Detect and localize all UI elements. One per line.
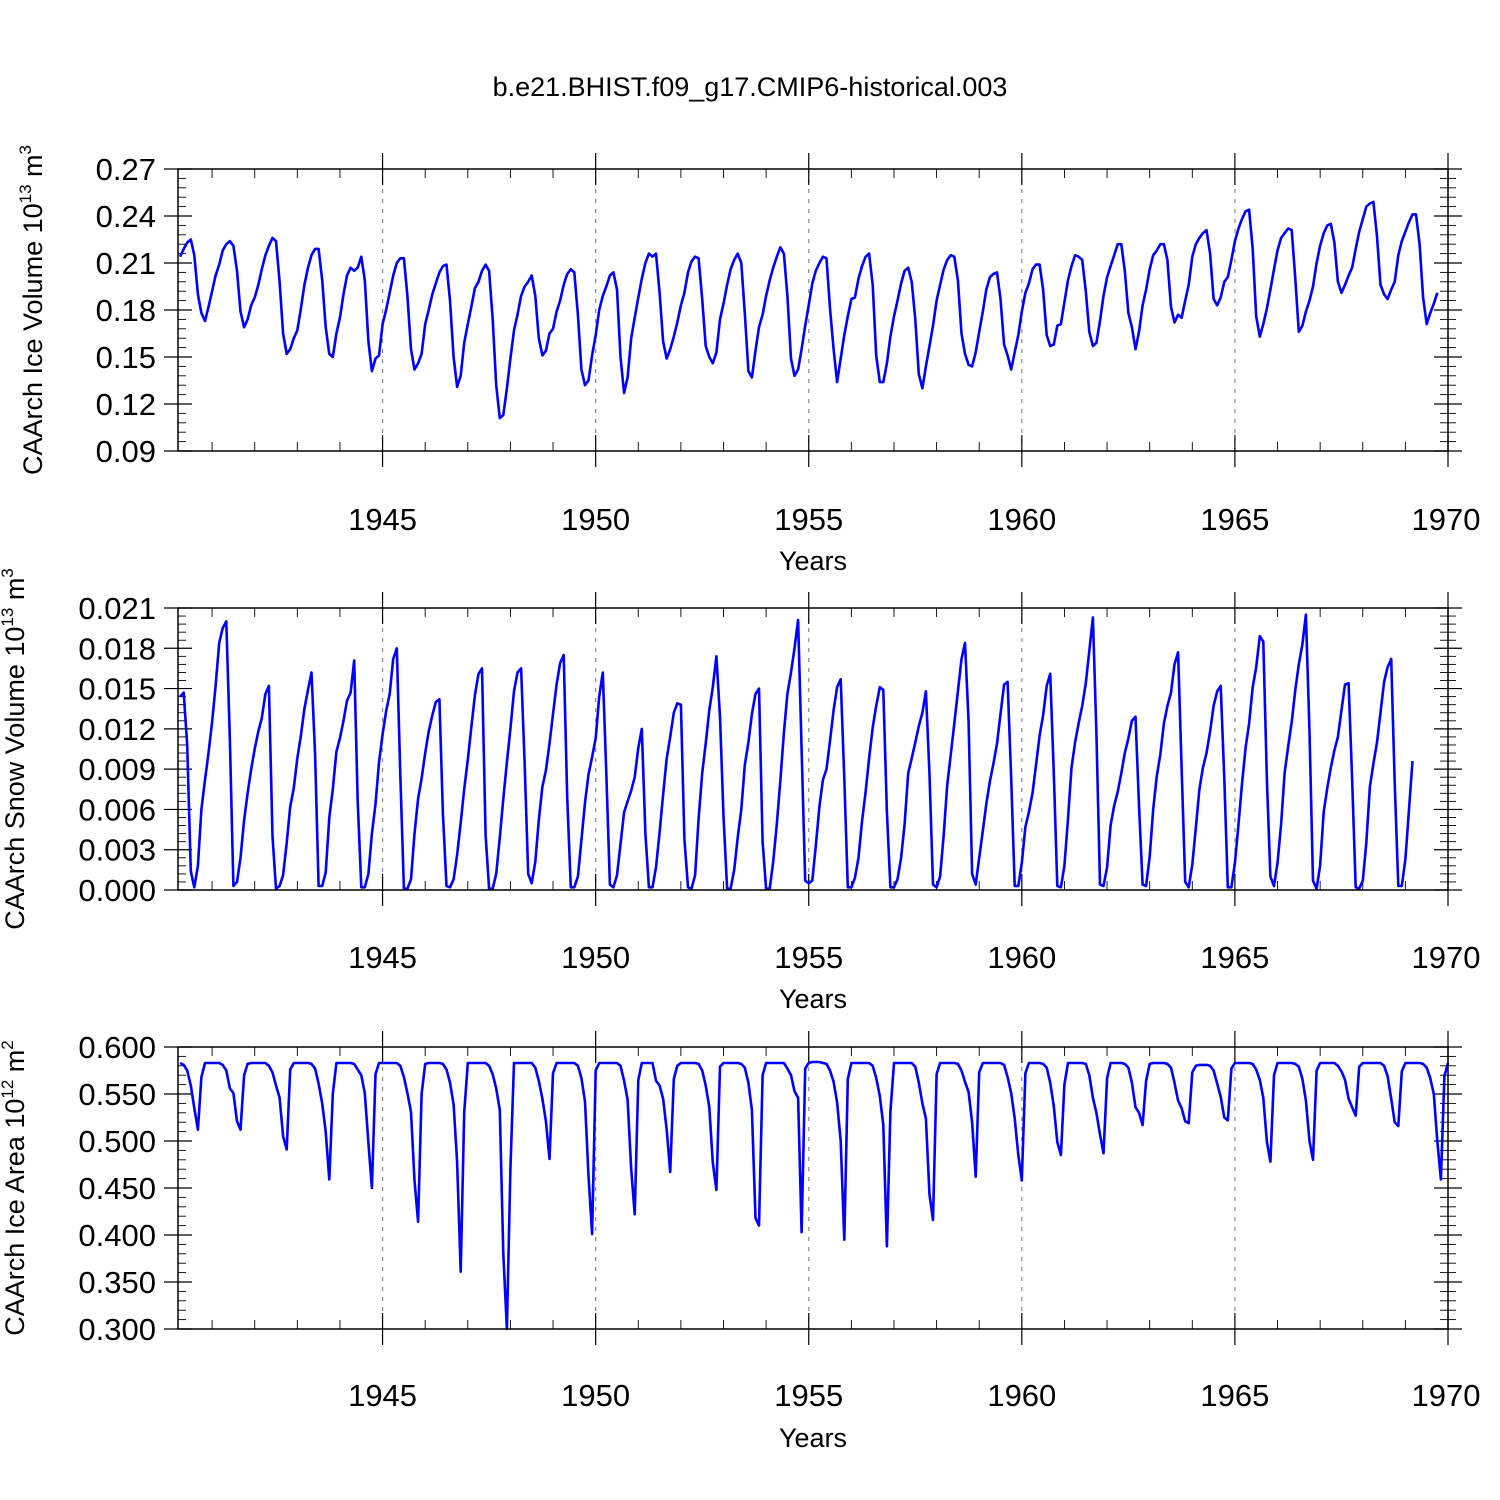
y-tick-label: 0.000 bbox=[78, 873, 156, 908]
y-tick-label: 0.550 bbox=[78, 1077, 156, 1112]
y-tick-label: 0.021 bbox=[78, 591, 156, 626]
y-tick-label: 0.18 bbox=[96, 293, 156, 328]
x-tick-label-1960: 1960 bbox=[987, 940, 1056, 975]
panels: 0.09 0.12 0.15 0.18 0.21 0.24 0.27 1945 1950 1955… bbox=[0, 145, 1480, 1453]
y-tick-label: 0.09 bbox=[96, 434, 156, 469]
y-axis-label: CAArch Snow Volume 1013 m3 bbox=[0, 568, 30, 930]
y-tick-label: 0.400 bbox=[78, 1218, 156, 1253]
panel-ice-area: 0.300 0.350 0.400 0.450 0.500 0.550 0.600 1945 1… bbox=[0, 1030, 1480, 1453]
x-tick-label-1950: 1950 bbox=[561, 940, 630, 975]
x-tick-label-1950: 1950 bbox=[561, 1378, 630, 1413]
plot-frame bbox=[177, 1046, 1449, 1330]
series-line-snow-volume bbox=[179, 613, 1414, 890]
x-tick-label-1955: 1955 bbox=[774, 502, 843, 537]
x-tick-label-1970: 1970 bbox=[1412, 1378, 1481, 1413]
x-tick-label-1960: 1960 bbox=[987, 502, 1056, 537]
plot-frame bbox=[177, 607, 1449, 891]
y-tick-label: 0.450 bbox=[78, 1171, 156, 1206]
plot-frame bbox=[177, 168, 1449, 452]
y-tick-label: 0.24 bbox=[96, 199, 156, 234]
y-tick-label: 0.12 bbox=[96, 387, 156, 422]
x-axis-label: Years bbox=[779, 546, 847, 576]
y-tick-label: 0.300 bbox=[78, 1312, 156, 1347]
x-tick-label-1970: 1970 bbox=[1412, 940, 1481, 975]
y-tick-label: 0.15 bbox=[96, 340, 156, 375]
y-tick-label: 0.012 bbox=[78, 712, 156, 747]
panel-ice-volume: 0.09 0.12 0.15 0.18 0.21 0.24 0.27 1945 1950 1955… bbox=[16, 145, 1480, 576]
x-tick-label-1955: 1955 bbox=[774, 940, 843, 975]
y-tick-label: 0.600 bbox=[78, 1030, 156, 1065]
x-tick-label-1945: 1945 bbox=[348, 1378, 417, 1413]
y-tick-label: 0.21 bbox=[96, 246, 156, 281]
series-line-ice-area bbox=[179, 1060, 1450, 1331]
x-axis-label: Years bbox=[779, 984, 847, 1014]
x-axis-label: Years bbox=[779, 1423, 847, 1453]
x-tick-label-1965: 1965 bbox=[1200, 1378, 1269, 1413]
y-tick-label: 0.003 bbox=[78, 833, 156, 868]
x-tick-label-1955: 1955 bbox=[774, 1378, 843, 1413]
y-tick-label: 0.350 bbox=[78, 1265, 156, 1300]
x-tick-label-1965: 1965 bbox=[1200, 502, 1269, 537]
y-tick-label: 0.27 bbox=[96, 152, 156, 187]
x-tick-label-1950: 1950 bbox=[561, 502, 630, 537]
y-tick-label: 0.500 bbox=[78, 1124, 156, 1159]
y-tick-label: 0.009 bbox=[78, 752, 156, 787]
x-tick-label-1945: 1945 bbox=[348, 502, 417, 537]
figure-title: b.e21.BHIST.f09_g17.CMIP6-historical.003 bbox=[493, 72, 1008, 102]
y-tick-label: 0.015 bbox=[78, 672, 156, 707]
panel-snow-volume: 0.000 0.003 0.006 0.009 0.012 0.015 0.018 0.021… bbox=[0, 568, 1480, 1014]
y-axis-label: CAArch Ice Volume 1013 m3 bbox=[16, 145, 48, 475]
x-tick-label-1945: 1945 bbox=[348, 940, 417, 975]
y-axis-label: CAArch Ice Area 1012 m2 bbox=[0, 1040, 30, 1336]
x-tick-label-1960: 1960 bbox=[987, 1378, 1056, 1413]
series-line-ice-volume bbox=[178, 200, 1439, 420]
x-tick-label-1965: 1965 bbox=[1200, 940, 1269, 975]
x-tick-label-1970: 1970 bbox=[1412, 502, 1481, 537]
y-tick-label: 0.018 bbox=[78, 631, 156, 666]
y-tick-label: 0.006 bbox=[78, 792, 156, 827]
